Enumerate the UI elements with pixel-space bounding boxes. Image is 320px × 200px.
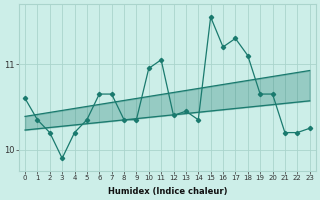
X-axis label: Humidex (Indice chaleur): Humidex (Indice chaleur): [108, 187, 227, 196]
